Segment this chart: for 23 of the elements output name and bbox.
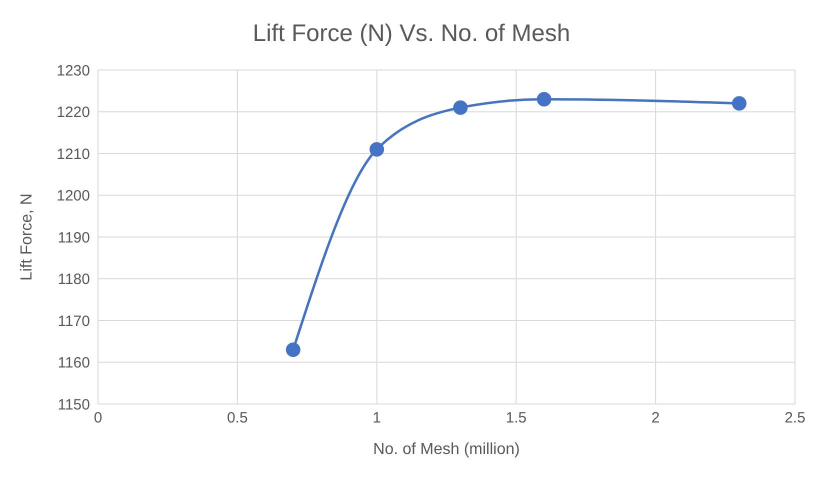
- x-tick-label: 0.5: [226, 410, 248, 427]
- y-tick-label: 1150: [58, 396, 90, 414]
- y-tick-label: 1170: [58, 312, 90, 330]
- point: [286, 342, 300, 357]
- point: [732, 96, 746, 111]
- y-tick-label: 1220: [56, 104, 90, 122]
- y-tick-label: 1200: [56, 188, 90, 205]
- y-tick-label: 1160: [58, 354, 90, 372]
- y-tick-label: 1230: [56, 62, 90, 80]
- x-tick-label: 1.5: [506, 410, 527, 427]
- point: [536, 92, 552, 106]
- y-tick-label: 1190: [58, 229, 90, 246]
- x-axis-title: No. of Mesh (million): [373, 441, 520, 458]
- point: [453, 100, 468, 115]
- y-tick-label: 1210: [56, 146, 90, 163]
- y-axis-title: Lift Force, N: [18, 193, 36, 281]
- x-tick-label: 1: [372, 410, 381, 427]
- point: [370, 142, 384, 157]
- x-tick-label: 0: [94, 410, 102, 427]
- x-tick-label: 2: [651, 410, 660, 427]
- chart-title: Lift Force (N) Vs. No. of Mesh: [252, 19, 572, 49]
- x-tick-label: 2.5: [784, 410, 806, 427]
- y-tick-label: 1180: [58, 271, 90, 288]
